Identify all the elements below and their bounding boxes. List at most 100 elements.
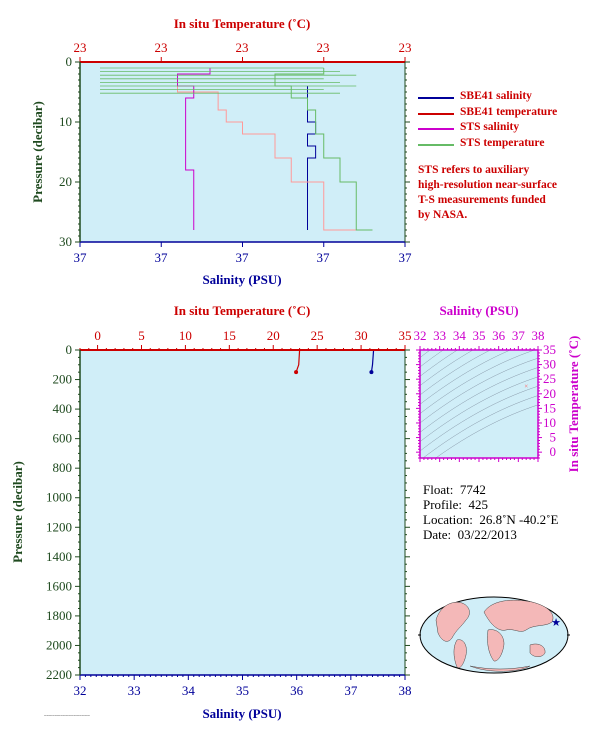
full-profile-left-tick-label: 0 xyxy=(66,342,73,357)
near-surface-left-tick-label: 20 xyxy=(59,174,72,189)
near-surface-top-tick-label: 23 xyxy=(236,40,249,55)
full-profile-top-tick-label: 25 xyxy=(311,328,324,343)
near-surface-bottom-tick-label: 37 xyxy=(236,250,250,265)
ts-density-contours xyxy=(420,350,538,458)
full-profile-bottom-tick-label: 36 xyxy=(290,683,304,698)
ts-right-tick-label: 20 xyxy=(543,386,556,401)
near-surface-plot-background xyxy=(80,62,405,242)
legend-swatch xyxy=(418,143,454,146)
legend-item: SBE41 salinity xyxy=(418,90,557,106)
ts-top-tick-label: 33 xyxy=(433,328,446,343)
near-surface-bottom-axis-title: Salinity (PSU) xyxy=(202,272,281,287)
legend-label: SBE41 salinity xyxy=(460,90,532,102)
full-profile-left-tick-label: 2000 xyxy=(46,637,72,652)
density-contour xyxy=(422,395,538,458)
near-surface-tick-marks xyxy=(75,57,410,247)
ts-top-tick-label: 36 xyxy=(492,328,506,343)
continent-australia xyxy=(529,643,546,657)
full-profile-left-tick-label: 1600 xyxy=(46,578,72,593)
density-contour xyxy=(420,385,538,452)
legend-item: SBE41 temperature xyxy=(418,106,557,122)
profile-line-sbe41-salinity xyxy=(307,86,317,230)
legend-label: STS temperature xyxy=(460,136,545,149)
note-line: high-resolution near-surface xyxy=(418,179,557,191)
full-profile-left-tick-label: 400 xyxy=(53,401,73,416)
continent-south-america xyxy=(453,639,467,668)
near-surface-bottom-tick-label: 37 xyxy=(74,250,88,265)
near-surface-bottom-tick-label: 37 xyxy=(155,250,169,265)
ts-top-axis-title: Salinity (PSU) xyxy=(439,303,518,318)
density-contour xyxy=(420,350,491,396)
profile-row: Profile: 425 xyxy=(423,497,488,513)
ts-right-tick-label: 30 xyxy=(543,357,556,372)
legend-item: STS salinity xyxy=(418,121,557,137)
near-surface-left-tick-label: 30 xyxy=(59,234,72,249)
near-surface-profiles xyxy=(100,67,373,231)
near-surface-left-axis-title: Pressure (decibar) xyxy=(30,101,45,203)
full-profile-bottom-axis-title: Salinity (PSU) xyxy=(202,706,281,721)
ts-tick-marks xyxy=(416,346,542,462)
full-profile-left-tick-label: 800 xyxy=(53,460,73,475)
ts-top-tick-label: 38 xyxy=(532,328,545,343)
full-profile-bottom-tick-label: 35 xyxy=(236,683,249,698)
density-contour xyxy=(420,357,538,424)
full-profile-left-tick-label: 600 xyxy=(53,431,73,446)
density-contour xyxy=(420,350,458,377)
full-profile-top-tick-labels: 0 5 10 15 20 25 30 35 xyxy=(94,328,411,343)
float-location-star-icon: ★ xyxy=(551,617,561,629)
temperature-profile-end-marker xyxy=(294,370,299,375)
density-contour xyxy=(420,350,431,358)
continent-north-america xyxy=(435,602,470,642)
density-contour xyxy=(420,350,444,368)
full-profile-left-tick-label: 1400 xyxy=(46,549,72,564)
map-continents xyxy=(435,599,554,672)
legend-swatch xyxy=(418,112,454,115)
full-profile-bottom-tick-label: 33 xyxy=(128,683,141,698)
full-profile-top-tick-label: 5 xyxy=(138,328,145,343)
ts-top-tick-label: 35 xyxy=(473,328,486,343)
full-profile-left-tick-label: 1000 xyxy=(46,490,72,505)
footer-print: ~~~~~~~~~~~~~~~~~ xyxy=(44,714,90,719)
ts-plot-background xyxy=(420,350,538,458)
ts-right-tick-label: 10 xyxy=(543,415,556,430)
ts-top-tick-label: 37 xyxy=(512,328,526,343)
full-profile-top-tick-label: 20 xyxy=(267,328,280,343)
full-profile-top-tick-label: 35 xyxy=(399,328,412,343)
full-profile-top-tick-label: 10 xyxy=(179,328,192,343)
legend-label: STS salinity xyxy=(460,121,520,133)
legend-swatch xyxy=(418,128,454,130)
near-surface-top-tick-label: 23 xyxy=(74,40,87,55)
full-profile-left-tick-label: 200 xyxy=(53,372,73,387)
full-profile-bottom-tick-label: 32 xyxy=(74,683,87,698)
salinity-profile-line xyxy=(370,349,375,373)
full-profile-left-tick-labels: 0 200 400 600 800 1000 1200 1400 1600 1800 2000 220… xyxy=(46,342,72,682)
full-profile-left-tick-label: 2200 xyxy=(46,667,72,682)
full-profile-panel: In situ Temperature (˚C) 0 5 10 15 20 25 30 35 … xyxy=(10,303,412,721)
date-label: Date: xyxy=(423,527,452,542)
profile-line-sbe41-temperature xyxy=(177,80,357,231)
location-row: Location: 26.8˚N -40.2˚E xyxy=(423,512,558,528)
location-label: Location: xyxy=(423,512,473,527)
continent-antarctica xyxy=(469,665,531,672)
continent-eurasia xyxy=(483,599,554,632)
legend: SBE41 salinity SBE41 temperature STS sal… xyxy=(418,90,557,152)
full-profile-left-tick-label: 1200 xyxy=(46,519,72,534)
world-map-inset: ★ xyxy=(418,596,570,674)
date-row: Date: 03/22/2013 xyxy=(423,527,517,543)
full-profile-bottom-tick-label: 38 xyxy=(399,683,412,698)
density-contour xyxy=(420,350,511,405)
legend-label: SBE41 temperature xyxy=(460,105,558,118)
near-surface-bottom-tick-label: 37 xyxy=(317,250,331,265)
profile-label: Profile: xyxy=(423,497,462,512)
ts-top-tick-label: 34 xyxy=(453,328,467,343)
density-contour xyxy=(420,350,536,414)
near-surface-top-tick-label: 23 xyxy=(155,40,168,55)
note-line: T-S measurements funded xyxy=(418,194,546,206)
float-value: 7742 xyxy=(459,482,486,497)
near-surface-bottom-tick-label: 37 xyxy=(399,250,413,265)
sts-note: STS refers to auxiliary high-resolution … xyxy=(418,163,598,223)
ts-right-tick-label: 15 xyxy=(543,400,556,415)
ts-top-tick-label: 32 xyxy=(414,328,427,343)
ts-points: × xyxy=(524,382,528,390)
